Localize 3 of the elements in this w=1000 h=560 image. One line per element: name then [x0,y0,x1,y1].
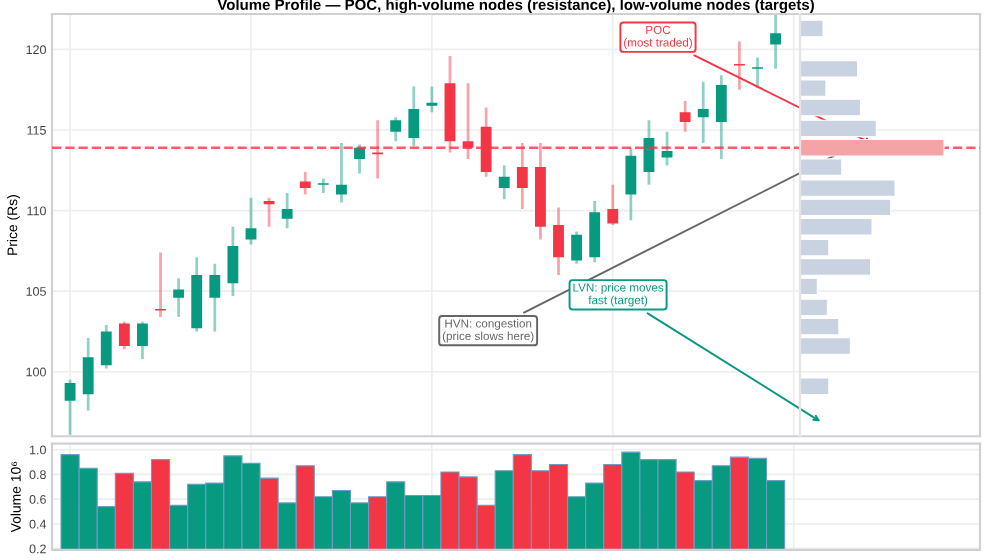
bar [800,19,824,38]
bar [800,377,830,396]
candlestick [317,176,329,195]
